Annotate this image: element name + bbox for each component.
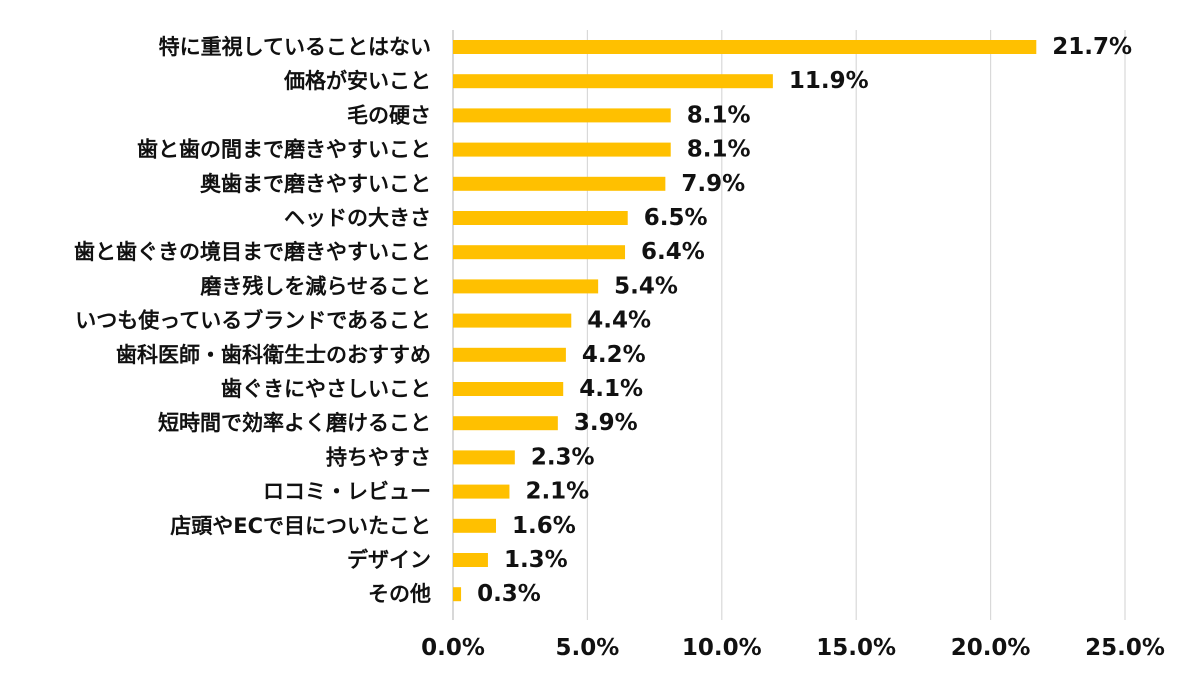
category-label: ロコミ・レビュー [263,480,431,504]
bar [453,416,558,431]
value-label: 1.3% [504,547,568,573]
bar [453,40,1037,54]
bar [453,74,773,89]
category-label: 価格が安いこと [283,69,431,93]
value-label: 0.3% [477,581,541,607]
category-label: その他 [368,582,431,606]
bar [453,450,515,465]
value-label: 11.9% [789,68,869,94]
category-label: 持ちやすさ [326,445,431,469]
bar [453,382,564,396]
bar [453,587,462,602]
bar [453,347,566,362]
x-tick-label: 20.0% [951,635,1031,661]
bar [453,484,510,499]
category-label: ヘッドの大きさ [284,206,431,230]
x-tick-label: 25.0% [1085,635,1165,661]
category-label: 歯と歯ぐきの境目まで磨きやすいこと [74,240,431,264]
category-label: 店頭やECで目についたこと [170,514,431,538]
category-label: いつも使っているブランドであること [75,309,431,333]
value-label: 3.9% [574,410,638,436]
value-label: 2.1% [525,479,589,505]
x-tick-label: 15.0% [816,635,896,661]
category-label: 短時間で効率よく磨けること [158,411,431,435]
x-tick-label: 10.0% [682,635,762,661]
category-label: デザイン [347,548,431,572]
value-label: 5.4% [614,273,678,299]
value-label: 1.6% [512,513,576,539]
value-labels: 21.7% 11.9% 8.1% 8.1% 7.9% 6.5% 6.4% 5.4% 4.4% 4.… [477,34,1132,607]
category-label: 歯科医師・歯科衛生士のおすすめ [116,343,431,367]
value-label: 4.1% [579,376,643,402]
value-label: 7.9% [681,171,745,197]
value-label: 21.7% [1052,34,1132,60]
value-label: 4.4% [587,308,651,334]
category-labels: 特に重視していることはない価格が安いこと毛の硬さ歯と歯の間まで磨きやすいこと奥歯… [74,35,431,606]
value-label: 2.3% [531,444,595,470]
value-label: 6.4% [641,239,705,265]
x-tick-label: 0.0% [421,635,485,661]
bar [453,518,497,533]
bar [453,313,572,328]
bar [453,245,626,260]
category-label: 歯ぐきにやさしいこと [221,377,431,401]
bar [453,279,599,294]
category-label: 磨き残しを減らせること [200,274,431,298]
category-label: 歯と歯の間まで磨きやすいこと [137,138,431,162]
bars [453,40,1037,602]
category-label: 毛の硬さ [347,103,431,127]
bar [453,553,488,567]
category-label: 奥歯まで磨きやすいこと [200,172,431,196]
bar [453,142,671,157]
bar [453,176,666,191]
x-tick-label: 5.0% [556,635,620,661]
bar [453,108,671,123]
x-axis-tick-labels: 0.0% 5.0% 10.0% 15.0% 20.0% 25.0% [421,635,1165,661]
value-label: 4.2% [582,342,646,368]
value-label: 8.1% [687,102,751,128]
value-label: 8.1% [687,137,751,163]
bar [453,211,628,225]
value-label: 6.5% [644,205,708,231]
category-label: 特に重視していることはない [159,35,431,59]
